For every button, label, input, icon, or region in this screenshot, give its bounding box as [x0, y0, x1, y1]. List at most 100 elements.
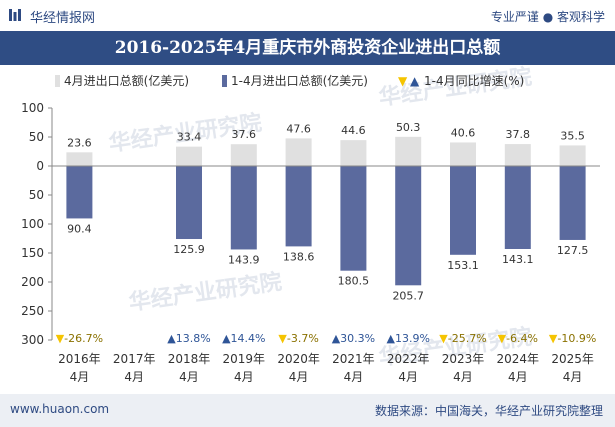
footer-url: www.huaon.com	[10, 402, 110, 416]
bar-cumulative	[340, 166, 367, 271]
growth-value: 30.3%	[340, 332, 375, 345]
data-label-cumulative: 143.9	[228, 253, 260, 266]
up-arrow-icon: ▲	[167, 332, 176, 345]
growth-label: ▲13.9%	[386, 332, 429, 345]
growth-value: -25.7%	[448, 332, 487, 345]
legend-label-growth: 1-4月同比增速(%)	[424, 74, 524, 88]
bar-cumulative	[559, 166, 586, 240]
y-tick-label: 0	[36, 159, 44, 173]
growth-value: 14.4%	[231, 332, 266, 345]
y-tick-label: 150	[21, 246, 44, 260]
growth-label: ▲13.8%	[167, 332, 210, 345]
bar-monthly	[450, 142, 476, 166]
top-bar: 华经情报网 专业严谨 ● 客观科学	[0, 0, 615, 30]
title-bar: 2016-2025年4月重庆市外商投资企业进出口总额	[0, 31, 615, 65]
bar-monthly	[504, 144, 531, 166]
data-label-monthly: 33.4	[177, 131, 202, 144]
legend-up-arrow: ▲	[410, 74, 420, 88]
data-label-monthly: 50.3	[396, 121, 421, 134]
y-tick-label: 300	[21, 333, 44, 347]
bar-cumulative	[285, 166, 312, 247]
growth-value: -26.7%	[64, 332, 103, 345]
down-arrow-icon: ▼	[278, 332, 287, 345]
y-tick-label: 50	[29, 130, 44, 144]
bar-monthly	[559, 145, 586, 166]
bar-monthly	[340, 140, 367, 166]
bar-monthly	[176, 146, 202, 166]
growth-label: ▲14.4%	[222, 332, 265, 345]
x-tick-label-month: 4月	[179, 370, 199, 384]
y-tick-label: 100	[21, 101, 44, 115]
x-tick-label-month: 4月	[398, 370, 418, 384]
x-tick-label-month: 4月	[289, 370, 309, 384]
data-label-monthly: 35.5	[560, 129, 585, 142]
bar-cumulative	[450, 166, 476, 255]
x-tick-label-year: 2023年	[442, 352, 485, 366]
legend-swatch-cumulative	[222, 75, 227, 87]
data-label-cumulative: 90.4	[67, 222, 92, 235]
watermark-text: 华经产业研究院	[127, 269, 283, 316]
x-tick-label-year: 2019年	[223, 352, 266, 366]
growth-label: ▼-26.7%	[56, 332, 103, 345]
x-tick-label-month: 4月	[453, 370, 473, 384]
growth-label: ▼-3.7%	[278, 332, 318, 345]
down-arrow-icon: ▼	[498, 332, 507, 345]
growth-value: -6.4%	[506, 332, 538, 345]
data-label-cumulative: 138.6	[283, 250, 315, 263]
up-arrow-icon: ▲	[386, 332, 395, 345]
chart: 华经产业研究院华经产业研究院华经产业研究院华经产业研究院4月进出口总额(亿美元)…	[21, 65, 600, 384]
x-tick-label-year: 2025年	[551, 352, 594, 366]
up-arrow-icon: ▲	[222, 332, 231, 345]
data-label-cumulative: 125.9	[173, 243, 205, 256]
data-label-cumulative: 205.7	[392, 289, 424, 302]
bar-cumulative	[504, 166, 531, 249]
x-tick-label-month: 4月	[234, 370, 254, 384]
bar-monthly	[66, 152, 93, 166]
legend-label-cumulative: 1-4月进出口总额(亿美元)	[231, 73, 368, 88]
data-label-cumulative: 180.5	[338, 275, 370, 288]
bar-cumulative	[395, 166, 422, 286]
x-tick-label-year: 2020年	[277, 352, 320, 366]
x-tick-label-year: 2024年	[497, 352, 540, 366]
data-label-monthly: 47.6	[286, 122, 311, 135]
x-tick-label-month: 4月	[508, 370, 528, 384]
growth-label: ▲30.3%	[332, 332, 375, 345]
y-tick-label: 50	[29, 188, 44, 202]
x-tick-label-month: 4月	[70, 370, 90, 384]
x-tick-label-year: 2018年	[168, 352, 211, 366]
bar-monthly	[395, 136, 422, 166]
data-label-cumulative: 127.5	[557, 244, 589, 257]
up-arrow-icon: ▲	[332, 332, 341, 345]
y-tick-label: 250	[21, 304, 44, 318]
bar-cumulative	[176, 166, 202, 240]
data-label-monthly: 44.6	[341, 124, 366, 137]
data-label-cumulative: 143.1	[502, 253, 534, 266]
x-tick-label-month: 4月	[124, 370, 144, 384]
growth-value: -10.9%	[557, 332, 596, 345]
down-arrow-icon: ▼	[549, 332, 558, 345]
bar-cumulative	[66, 166, 93, 219]
legend-swatch-monthly	[55, 75, 60, 87]
data-label-cumulative: 153.1	[447, 259, 479, 272]
x-tick-label-year: 2022年	[387, 352, 430, 366]
growth-label: ▼-10.9%	[549, 332, 596, 345]
footer: www.huaon.com 数据来源：中国海关，华经产业研究院整理	[0, 394, 615, 427]
chart-title: 2016-2025年4月重庆市外商投资企业进出口总额	[114, 38, 501, 58]
bar-cumulative	[230, 166, 257, 250]
brand-logo-icon	[9, 9, 21, 21]
legend-down-arrow: ▼	[398, 74, 408, 88]
x-tick-label-month: 4月	[344, 370, 364, 384]
data-label-monthly: 37.6	[232, 128, 257, 141]
down-arrow-icon: ▼	[439, 332, 448, 345]
growth-value: -3.7%	[287, 332, 319, 345]
growth-value: 13.9%	[395, 332, 430, 345]
bar-monthly	[230, 144, 257, 166]
data-label-monthly: 37.8	[506, 128, 531, 141]
data-source: 数据来源：中国海关，华经产业研究院整理	[374, 404, 603, 418]
brand-name: 华经情报网	[30, 11, 96, 26]
brand-slogan: 专业严谨 ● 客观科学	[490, 10, 605, 24]
growth-label: ▼-6.4%	[498, 332, 538, 345]
bar-monthly	[285, 138, 312, 166]
x-tick-label-year: 2017年	[113, 352, 156, 366]
x-tick-label-year: 2016年	[58, 352, 101, 366]
